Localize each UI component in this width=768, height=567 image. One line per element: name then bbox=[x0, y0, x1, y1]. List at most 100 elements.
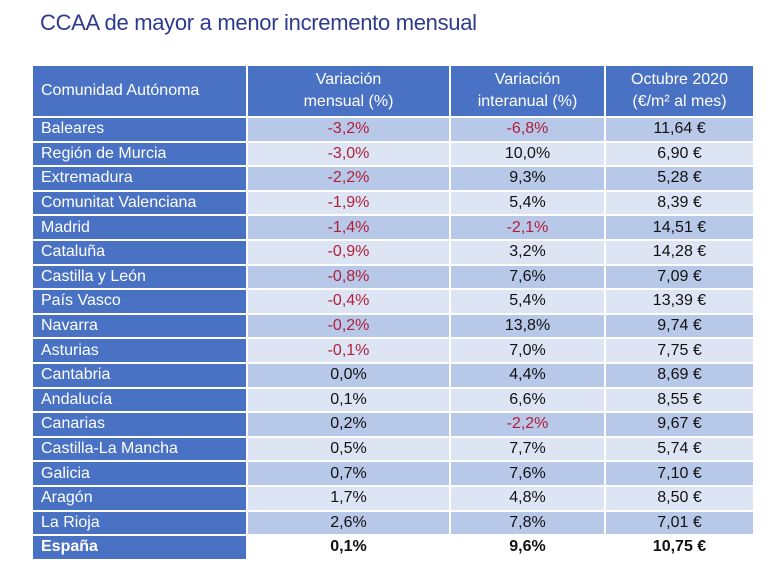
monthly-variation-cell: -2,2% bbox=[247, 166, 451, 192]
monthly-variation-cell: 0,2% bbox=[247, 412, 451, 438]
monthly-variation-cell: 0,1% bbox=[247, 535, 451, 561]
header-monthly-line2: mensual (%) bbox=[303, 93, 394, 110]
region-cell: Región de Murcia bbox=[33, 141, 248, 168]
region-cell: Castilla y León bbox=[33, 264, 248, 291]
price-cell: 5,28 € bbox=[605, 166, 753, 192]
region-cell: Aragón bbox=[33, 485, 248, 512]
yearly-variation-cell: 7,0% bbox=[450, 338, 606, 364]
price-cell: 7,09 € bbox=[605, 264, 753, 291]
yearly-variation-cell: 4,8% bbox=[450, 485, 606, 512]
table-row: Canarias 0,2% -2,2% 9,67 € bbox=[33, 412, 753, 438]
table-row: Castilla y León -0,8% 7,6% 7,09 € bbox=[33, 264, 753, 291]
header-monthly-line1: Variación bbox=[315, 71, 382, 88]
table-row: Región de Murcia -3,0% 10,0% 6,90 € bbox=[33, 141, 753, 168]
monthly-variation-cell: -0,8% bbox=[247, 264, 451, 291]
yearly-variation-cell: 7,7% bbox=[450, 436, 606, 463]
region-cell: Baleares bbox=[33, 117, 248, 143]
price-cell: 8,50 € bbox=[605, 485, 753, 512]
table-row: La Rioja 2,6% 7,8% 7,01 € bbox=[33, 510, 753, 537]
region-cell: Andalucía bbox=[33, 387, 248, 414]
region-cell: Galicia bbox=[33, 461, 248, 487]
header-yearly-variation: Variación interanual (%) bbox=[450, 66, 606, 118]
price-cell: 5,74 € bbox=[605, 436, 753, 463]
monthly-variation-cell: -0,1% bbox=[247, 338, 451, 364]
yearly-variation-cell: 9,3% bbox=[450, 166, 606, 192]
header-region: Comunidad Autónoma bbox=[33, 66, 248, 118]
table-row: Cantabria 0,0% 4,4% 8,69 € bbox=[33, 362, 753, 389]
price-cell: 6,90 € bbox=[605, 141, 753, 168]
region-cell: España bbox=[33, 535, 248, 561]
monthly-variation-cell: -0,2% bbox=[247, 313, 451, 340]
monthly-variation-cell: -1,4% bbox=[247, 215, 451, 241]
yearly-variation-cell: 4,4% bbox=[450, 362, 606, 389]
table-row: País Vasco -0,4% 5,4% 13,39 € bbox=[33, 289, 753, 315]
table-row: Cataluña -0,9% 3,2% 14,28 € bbox=[33, 239, 753, 266]
table-row: Comunitat Valenciana -1,9% 5,4% 8,39 € bbox=[33, 190, 753, 217]
price-cell: 13,39 € bbox=[605, 289, 753, 315]
header-monthly-variation: Variación mensual (%) bbox=[247, 66, 451, 118]
table-row: Madrid -1,4% -2,1% 14,51 € bbox=[33, 215, 753, 241]
yearly-variation-cell: -2,1% bbox=[450, 215, 606, 241]
yearly-variation-cell: 13,8% bbox=[450, 313, 606, 340]
table-row: Navarra -0,2% 13,8% 9,74 € bbox=[33, 313, 753, 340]
price-cell: 10,75 € bbox=[605, 535, 753, 561]
price-cell: 7,01 € bbox=[605, 510, 753, 537]
region-cell: País Vasco bbox=[33, 289, 248, 315]
monthly-variation-cell: -0,9% bbox=[247, 239, 451, 266]
yearly-variation-cell: 10,0% bbox=[450, 141, 606, 168]
header-price: Octubre 2020 (€/m² al mes) bbox=[605, 66, 753, 118]
monthly-variation-cell: -1,9% bbox=[247, 190, 451, 217]
price-cell: 8,55 € bbox=[605, 387, 753, 414]
header-price-line2: (€/m² al mes) bbox=[632, 93, 727, 110]
yearly-variation-cell: 5,4% bbox=[450, 190, 606, 217]
region-cell: Cataluña bbox=[33, 239, 248, 266]
monthly-variation-cell: 0,7% bbox=[247, 461, 451, 487]
price-cell: 14,51 € bbox=[605, 215, 753, 241]
monthly-variation-cell: 0,0% bbox=[247, 362, 451, 389]
price-cell: 11,64 € bbox=[605, 117, 753, 143]
table-total-row: España 0,1% 9,6% 10,75 € bbox=[33, 535, 753, 561]
monthly-variation-cell: -0,4% bbox=[247, 289, 451, 315]
region-cell: Comunitat Valenciana bbox=[33, 190, 248, 217]
region-cell: Madrid bbox=[33, 215, 248, 241]
yearly-variation-cell: 7,8% bbox=[450, 510, 606, 537]
monthly-variation-cell: -3,2% bbox=[247, 117, 451, 143]
table-row: Andalucía 0,1% 6,6% 8,55 € bbox=[33, 387, 753, 414]
price-cell: 14,28 € bbox=[605, 239, 753, 266]
price-cell: 7,10 € bbox=[605, 461, 753, 487]
yearly-variation-cell: 9,6% bbox=[450, 535, 606, 561]
monthly-variation-cell: 0,5% bbox=[247, 436, 451, 463]
table-row: Castilla-La Mancha 0,5% 7,7% 5,74 € bbox=[33, 436, 753, 463]
price-cell: 7,75 € bbox=[605, 338, 753, 364]
table-row: Aragón 1,7% 4,8% 8,50 € bbox=[33, 485, 753, 512]
yearly-variation-cell: 3,2% bbox=[450, 239, 606, 266]
region-cell: Canarias bbox=[33, 412, 248, 438]
header-price-line1: Octubre 2020 bbox=[631, 71, 728, 88]
table-row: Baleares -3,2% -6,8% 11,64 € bbox=[33, 117, 753, 143]
price-cell: 9,67 € bbox=[605, 412, 753, 438]
page-title: CCAA de mayor a menor incremento mensual bbox=[40, 10, 477, 35]
region-cell: Extremadura bbox=[33, 166, 248, 192]
price-cell: 8,69 € bbox=[605, 362, 753, 389]
yearly-variation-cell: 6,6% bbox=[450, 387, 606, 414]
header-yearly-line2: interanual (%) bbox=[477, 93, 578, 110]
yearly-variation-cell: -2,2% bbox=[450, 412, 606, 438]
price-cell: 8,39 € bbox=[605, 190, 753, 217]
table-row: Galicia 0,7% 7,6% 7,10 € bbox=[33, 461, 753, 487]
yearly-variation-cell: 5,4% bbox=[450, 289, 606, 315]
yearly-variation-cell: -6,8% bbox=[450, 117, 606, 143]
monthly-variation-cell: 2,6% bbox=[247, 510, 451, 537]
rent-variation-table: Comunidad Autónoma Variación mensual (%)… bbox=[33, 66, 753, 561]
header-yearly-line1: Variación bbox=[494, 71, 561, 88]
yearly-variation-cell: 7,6% bbox=[450, 461, 606, 487]
region-cell: Castilla-La Mancha bbox=[33, 436, 248, 463]
monthly-variation-cell: -3,0% bbox=[247, 141, 451, 168]
yearly-variation-cell: 7,6% bbox=[450, 264, 606, 291]
region-cell: Asturias bbox=[33, 338, 248, 364]
region-cell: Navarra bbox=[33, 313, 248, 340]
table-header-row: Comunidad Autónoma Variación mensual (%)… bbox=[33, 66, 753, 118]
table-row: Asturias -0,1% 7,0% 7,75 € bbox=[33, 338, 753, 364]
table-row: Extremadura -2,2% 9,3% 5,28 € bbox=[33, 166, 753, 192]
region-cell: La Rioja bbox=[33, 510, 248, 537]
table-body: Baleares -3,2% -6,8% 11,64 € Región de Murci… bbox=[33, 117, 753, 561]
